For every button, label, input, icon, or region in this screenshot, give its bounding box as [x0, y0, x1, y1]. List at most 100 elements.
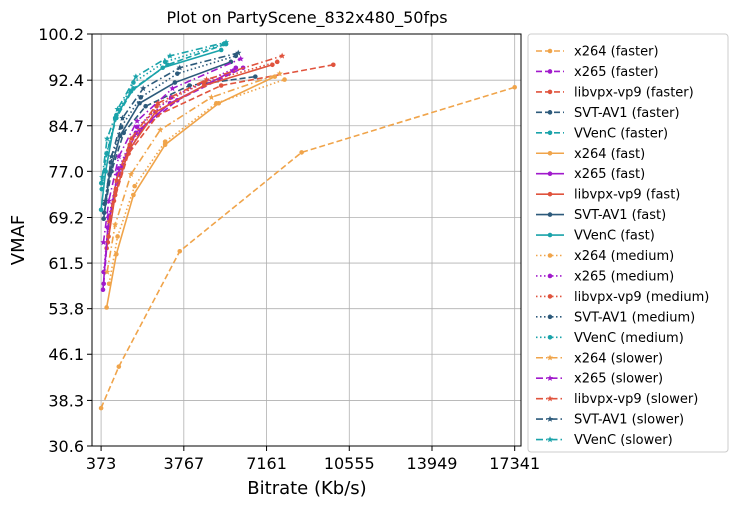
series-line	[100, 49, 222, 210]
data-point	[98, 207, 104, 213]
data-point	[114, 105, 121, 112]
data-point	[237, 55, 244, 62]
x-tick-label: 7161	[246, 454, 287, 473]
y-tick-label: 46.1	[48, 345, 84, 364]
data-point	[546, 415, 554, 422]
series-line	[102, 58, 242, 243]
legend-label: SVT-AV1 (medium)	[574, 310, 695, 325]
legend-entry: libvpx-vp9 (fast)	[536, 188, 680, 203]
data-point	[132, 73, 140, 80]
data-point	[547, 89, 553, 95]
legend-label: x265 (faster)	[574, 65, 659, 80]
data-point	[218, 83, 224, 88]
data-point	[203, 76, 210, 83]
legend-entry: SVT-AV1 (medium)	[536, 310, 695, 325]
data-point	[331, 62, 336, 68]
series-line	[102, 61, 232, 219]
data-point	[547, 48, 553, 54]
series-line	[104, 52, 239, 202]
data-point	[105, 197, 112, 204]
data-point	[102, 197, 109, 204]
data-point	[99, 173, 106, 180]
data-point	[208, 94, 215, 101]
data-point	[115, 153, 122, 160]
legend-entry: x265 (slower)	[536, 372, 663, 387]
data-point	[143, 103, 148, 109]
y-tick-label: 77.0	[48, 162, 84, 181]
data-point	[133, 117, 141, 124]
data-point	[103, 135, 111, 142]
y-tick-label: 30.6	[48, 437, 84, 456]
data-point	[282, 77, 287, 82]
plot-frame	[91, 33, 522, 447]
legend-entry: x264 (medium)	[536, 249, 674, 264]
data-point	[547, 171, 553, 176]
legend-label: SVT-AV1 (faster)	[574, 106, 680, 121]
y-tick-label: 53.8	[48, 300, 84, 319]
data-point	[546, 354, 554, 361]
legend-label: libvpx-vp9 (faster)	[574, 85, 694, 100]
data-point	[299, 150, 304, 155]
legend-entry: x265 (medium)	[536, 269, 674, 284]
legend-entry: SVT-AV1 (slower)	[536, 413, 684, 428]
y-tick-label: 61.5	[48, 254, 84, 273]
data-point	[547, 294, 553, 299]
legend-label: SVT-AV1 (slower)	[574, 413, 684, 428]
data-point	[222, 38, 230, 45]
data-point	[138, 95, 144, 100]
legend-label: x265 (fast)	[574, 167, 645, 182]
series-x264-medium	[106, 77, 287, 287]
legend-label: x264 (medium)	[574, 249, 674, 264]
series-group	[98, 38, 517, 411]
data-point	[100, 287, 106, 293]
data-point	[233, 65, 239, 71]
x-tick-label: 17341	[489, 454, 540, 473]
legend-label: VVenC (medium)	[574, 331, 684, 346]
series-line	[108, 55, 283, 222]
series-x265-faster	[101, 65, 246, 287]
data-point	[274, 59, 280, 65]
series-line	[100, 43, 224, 190]
series-line	[101, 41, 227, 178]
series-line	[100, 43, 227, 184]
data-point	[104, 305, 109, 310]
data-point	[276, 70, 283, 77]
data-point	[547, 212, 553, 217]
data-point	[278, 52, 286, 59]
legend-label: x264 (faster)	[574, 45, 659, 60]
series-x264-faster	[98, 84, 517, 411]
data-point	[162, 59, 168, 65]
data-point	[112, 221, 119, 228]
data-point	[119, 114, 126, 121]
data-point	[98, 405, 104, 411]
data-point	[116, 364, 122, 369]
data-point	[157, 126, 164, 133]
data-point	[105, 218, 113, 225]
legend-entry: x264 (slower)	[536, 351, 663, 366]
series-line	[103, 75, 256, 213]
legend-entry: SVT-AV1 (faster)	[536, 106, 680, 121]
data-point	[177, 248, 183, 254]
data-point	[128, 89, 134, 94]
data-point	[101, 269, 106, 275]
legend-label: x265 (medium)	[574, 269, 674, 284]
data-point	[547, 253, 553, 258]
data-point	[546, 374, 554, 381]
legend-entry: VVenC (fast)	[536, 229, 655, 244]
data-point	[547, 110, 553, 115]
x-tick-label: 13949	[407, 454, 458, 473]
legend-entry: VVenC (faster)	[536, 126, 668, 141]
series-x265-slower	[100, 55, 244, 246]
data-point	[547, 130, 553, 136]
legend-label: VVenC (fast)	[574, 229, 655, 244]
legend-items: x264 (faster) x265 (faster) libvpx-vp9 (fa…	[536, 45, 709, 448]
data-point	[166, 52, 174, 59]
data-point	[175, 71, 180, 76]
data-point	[114, 251, 119, 257]
legend-entry: VVenC (slower)	[536, 433, 673, 448]
data-point	[547, 335, 553, 340]
legend-entry: x264 (faster)	[536, 45, 659, 60]
x-tick-label: 3767	[163, 454, 204, 473]
series-line	[100, 86, 515, 409]
legend-label: VVenC (slower)	[574, 433, 673, 448]
